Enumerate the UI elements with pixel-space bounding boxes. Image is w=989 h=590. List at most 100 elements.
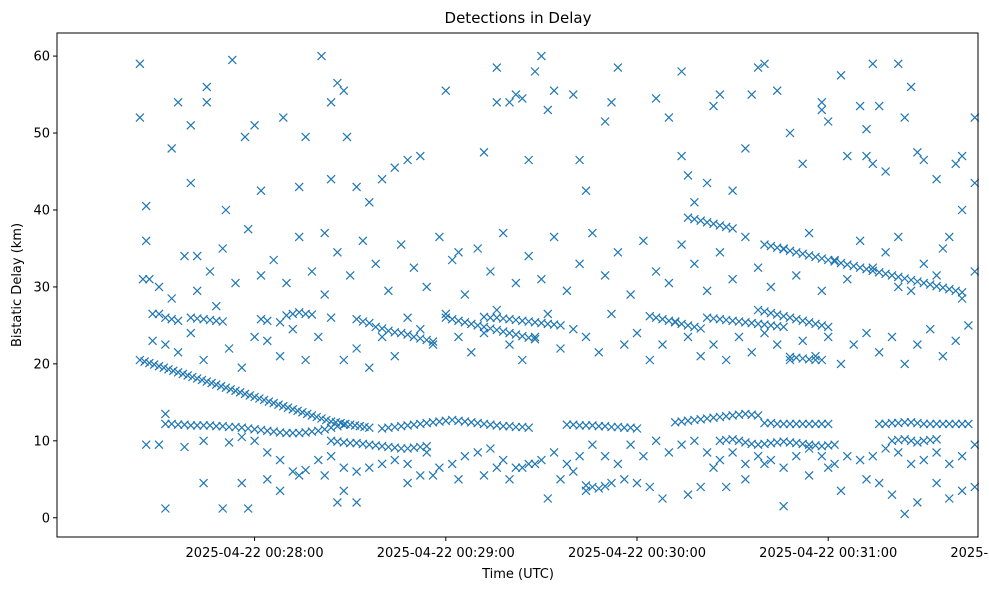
data-point [549,232,559,242]
data-point [779,244,789,253]
data-point [240,389,250,399]
data-point [626,290,636,300]
data-point [140,357,150,367]
data-point [568,90,578,100]
data-point [645,355,655,365]
data-point [543,309,553,319]
data-point [912,437,922,447]
data-point [709,219,718,229]
data-point [842,451,852,461]
data-point [274,400,283,410]
data-point [543,105,553,115]
data-point [804,228,814,238]
data-point [159,363,169,373]
data-point [970,113,980,123]
data-point [817,419,827,429]
data-point [377,459,387,469]
data-point [938,244,948,253]
data-point [498,228,508,238]
data-point [434,232,444,242]
data-point [670,317,680,326]
data-point [760,307,769,316]
data-point [301,132,311,142]
data-point [332,497,342,507]
x-tick-label: 2025-04-22 00:28:00 [186,546,324,561]
data-point [600,117,610,126]
data-point [893,59,903,69]
data-point [587,228,597,238]
data-point [957,294,967,303]
data-point [288,324,298,334]
data-point [479,470,489,480]
data-point [205,267,215,276]
data-point [466,347,476,357]
data-point [677,67,687,76]
data-point [154,309,164,319]
data-point [199,436,209,446]
data-point [575,259,585,269]
data-point [811,419,820,429]
data-point [536,455,546,465]
data-point [651,436,661,446]
data-point [313,455,323,465]
data-point [607,309,616,319]
data-point [836,70,846,80]
data-point [231,386,240,396]
data-point [855,101,865,111]
data-point [283,403,293,413]
data-point [199,355,209,365]
data-point [186,178,196,188]
data-point [262,447,272,457]
data-point [536,51,546,61]
data-point [893,232,903,242]
data-point [154,440,164,450]
data-point [760,459,769,469]
data-point [804,470,814,480]
data-point [823,117,833,126]
data-point [352,467,362,477]
data-point [944,419,954,429]
data-point [849,340,859,350]
data-point [256,186,266,196]
data-point [957,486,967,496]
data-point [868,451,878,461]
data-point [728,447,738,457]
plot-area [135,51,980,519]
data-point [855,236,865,246]
data-point [791,419,801,429]
data-point [275,351,285,361]
data-point [224,437,234,447]
data-point [352,497,362,507]
data-point [760,418,769,428]
data-point [689,197,699,207]
data-point [262,316,272,326]
data-point [186,120,196,130]
data-point [364,463,374,473]
data-point [804,444,814,453]
data-point [944,494,954,503]
data-point [868,263,878,273]
data-point [377,324,387,333]
data-point [881,167,891,176]
data-point [696,482,706,492]
data-point [326,174,336,184]
data-point [836,486,846,496]
data-point [441,309,451,319]
data-point [221,383,231,393]
data-point [454,474,463,484]
data-point [396,240,406,250]
data-point [887,418,897,428]
data-point [594,484,604,493]
data-point [951,159,961,169]
data-point [874,347,884,357]
data-point [887,490,897,500]
data-point [211,421,221,431]
data-point [823,419,833,429]
x-axis-ticks: 2025-04-22 00:28:00 2025-04-22 00:29:00 20… [186,537,989,561]
data-point [893,272,903,282]
data-point [479,328,489,338]
data-point [403,330,413,340]
data-point [479,147,489,157]
data-point [278,401,288,411]
data-point [278,113,288,123]
